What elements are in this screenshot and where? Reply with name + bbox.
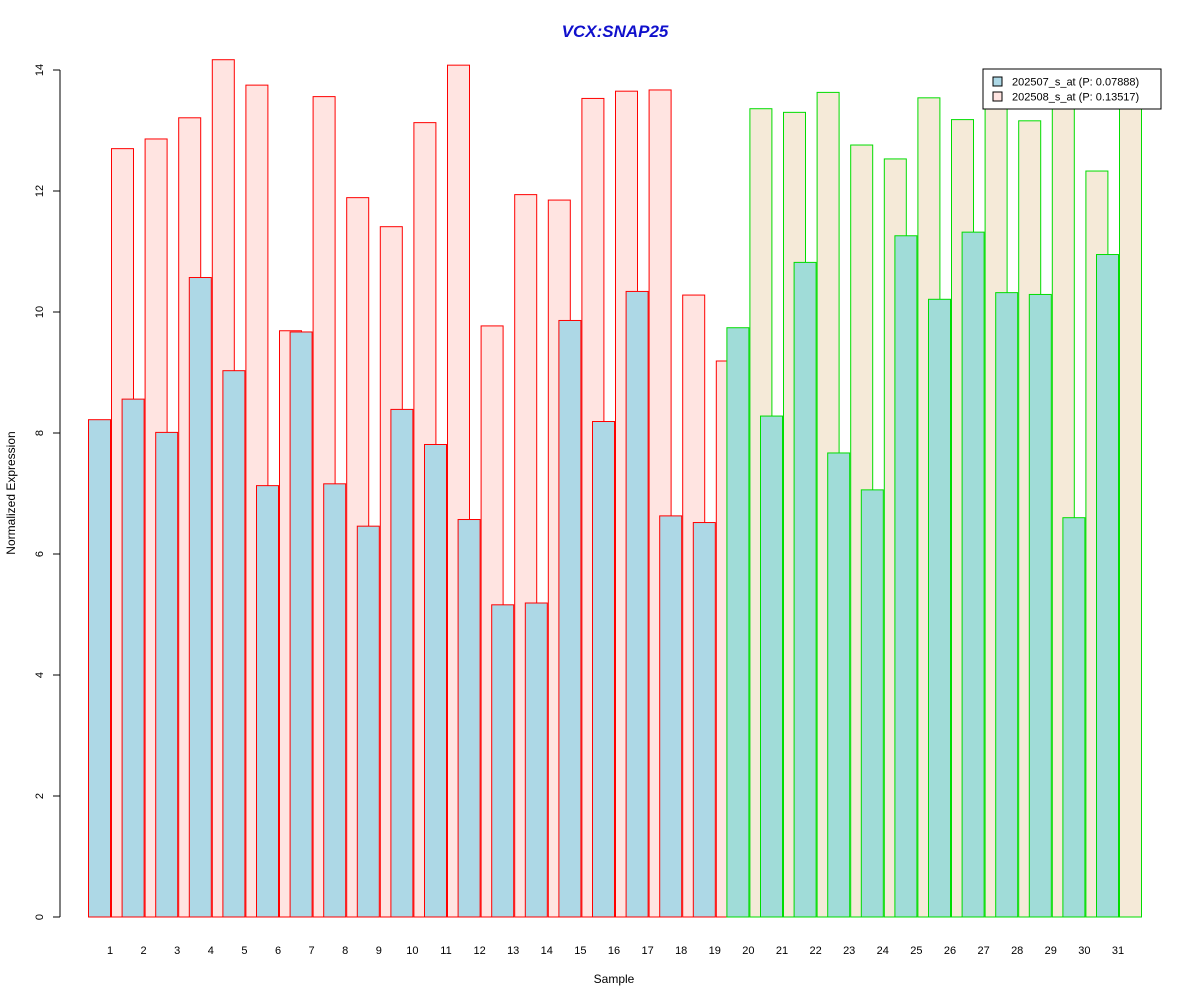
- x-tick-label: 17: [641, 945, 653, 957]
- x-tick-label: 31: [1112, 945, 1124, 957]
- x-tick-label: 5: [241, 945, 247, 957]
- bar-202507_s_at: [155, 431, 179, 918]
- legend: 202507_s_at (P: 0.07888) 202508_s_at (P: …: [982, 68, 1162, 110]
- bar-202507_s_at: [760, 415, 783, 918]
- y-tick-label: 6: [34, 551, 46, 557]
- bar-202507_s_at: [88, 419, 111, 918]
- x-tick-label: 12: [473, 945, 485, 957]
- bar-202507_s_at: [692, 522, 716, 918]
- bar-202507_s_at: [222, 370, 246, 918]
- bar-202507_s_at: [726, 327, 750, 918]
- chart-title: VCX:SNAP25: [562, 22, 669, 41]
- bar-202507_s_at: [558, 319, 582, 918]
- bar-202507_s_at: [860, 489, 884, 918]
- x-tick-label: 15: [574, 945, 586, 957]
- y-tick-label: 2: [34, 793, 46, 799]
- legend-box: [982, 68, 1162, 110]
- x-axis-ticks: 1 2 3 4 5 6 7 8 9 10 11 12 13 14 15 16 17 18 19 20 21 22 23 24 2…: [107, 945, 1124, 957]
- x-tick-label: 9: [376, 945, 382, 957]
- bar-202507_s_at: [323, 483, 347, 918]
- x-tick-label: 10: [406, 945, 418, 957]
- legend-label: 202508_s_at (P: 0.13517): [1012, 92, 1139, 104]
- x-tick-label: 23: [843, 945, 855, 957]
- x-tick-label: 7: [309, 945, 315, 957]
- bar-202507_s_at: [1028, 293, 1052, 918]
- x-tick-label: 19: [709, 945, 721, 957]
- legend-label: 202507_s_at (P: 0.07888): [1012, 77, 1139, 89]
- x-tick-label: 4: [208, 945, 214, 957]
- x-tick-label: 28: [1011, 945, 1023, 957]
- y-axis: 0 2 4 6 8 10 12 14: [34, 64, 61, 920]
- legend-swatch: [992, 76, 1003, 87]
- bar-202507_s_at: [894, 235, 918, 918]
- bar-202507_s_at: [424, 443, 447, 918]
- bar-202507_s_at: [188, 277, 212, 918]
- bar-202507_s_at: [592, 421, 615, 918]
- bar-202507_s_at: [928, 298, 951, 918]
- x-tick-label: 2: [141, 945, 147, 957]
- x-tick-label: 1: [107, 945, 113, 957]
- x-tick-label: 27: [977, 945, 989, 957]
- bar-202507_s_at: [995, 292, 1019, 918]
- y-tick-label: 0: [34, 914, 46, 920]
- x-tick-label: 18: [675, 945, 687, 957]
- bar-202507_s_at: [961, 231, 985, 918]
- x-axis-label: Sample: [594, 972, 635, 986]
- x-tick-label: 30: [1078, 945, 1090, 957]
- bar-202507_s_at: [625, 290, 649, 918]
- legend-swatch: [992, 91, 1003, 102]
- bar-202507_s_at: [491, 604, 515, 918]
- bar-202507_s_at: [390, 408, 414, 918]
- bar-202507_s_at: [457, 519, 481, 918]
- bar-202507_s_at: [1062, 517, 1086, 918]
- x-tick-label: 25: [910, 945, 922, 957]
- bar-202507_s_at: [827, 452, 851, 918]
- x-tick-label: 21: [776, 945, 788, 957]
- x-tick-label: 29: [1045, 945, 1057, 957]
- bar-202507_s_at: [524, 602, 548, 918]
- bar-202507_s_at: [356, 525, 380, 918]
- x-tick-label: 11: [440, 945, 451, 957]
- y-axis-label: Normalized Expression: [4, 431, 18, 554]
- bar-202507_s_at: [289, 331, 313, 918]
- y-tick-label: 14: [34, 64, 46, 76]
- x-tick-label: 14: [541, 945, 553, 957]
- bar-202507_s_at: [659, 515, 683, 918]
- bar-202508_s_at: [1119, 102, 1142, 918]
- y-tick-label: 8: [34, 430, 46, 436]
- y-tick-label: 4: [34, 672, 46, 678]
- x-tick-label: 22: [809, 945, 821, 957]
- x-tick-label: 26: [944, 945, 956, 957]
- bar-202507_s_at: [256, 485, 279, 918]
- x-tick-label: 24: [877, 945, 889, 957]
- x-tick-label: 6: [275, 945, 281, 957]
- bar-202507_s_at: [1096, 254, 1119, 918]
- bars: [88, 59, 1142, 918]
- x-tick-label: 8: [342, 945, 348, 957]
- x-tick-label: 3: [174, 945, 180, 957]
- x-tick-label: 13: [507, 945, 519, 957]
- y-tick-label: 12: [34, 185, 46, 197]
- y-tick-label: 10: [34, 306, 46, 318]
- bar-202507_s_at: [793, 261, 817, 918]
- bar-202507_s_at: [121, 398, 145, 918]
- x-tick-label: 20: [742, 945, 754, 957]
- x-tick-label: 16: [608, 945, 620, 957]
